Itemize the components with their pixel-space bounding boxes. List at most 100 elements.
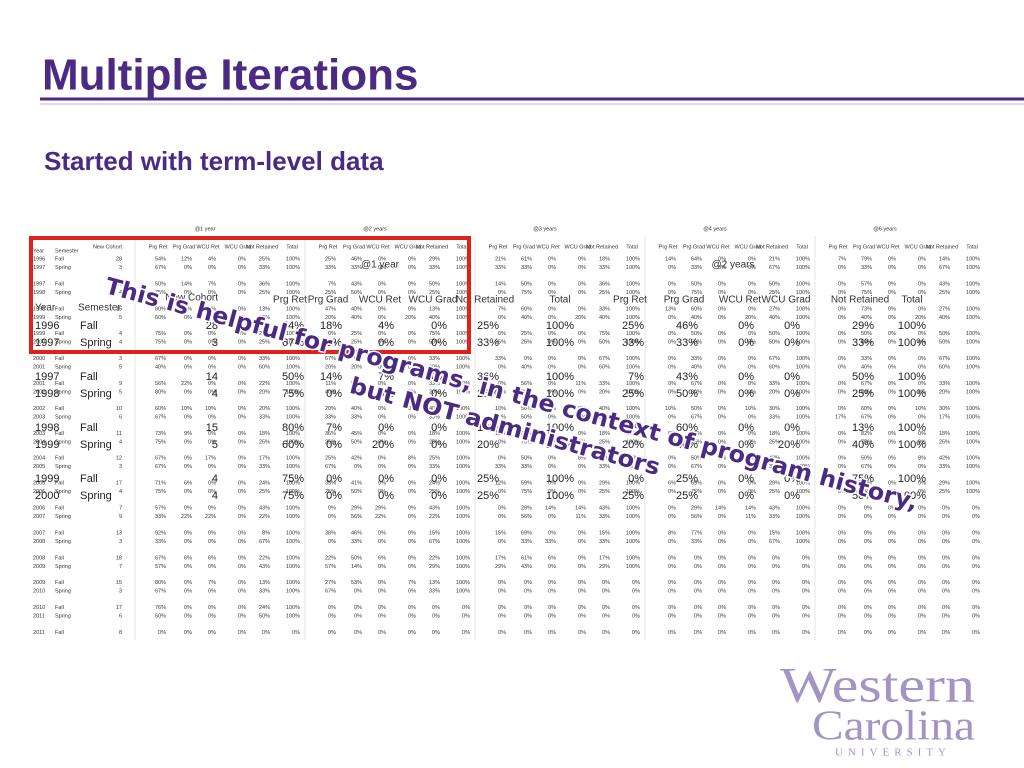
cell: 27% bbox=[939, 306, 950, 312]
cell: 100% bbox=[796, 464, 810, 470]
cell: 20% bbox=[599, 389, 610, 395]
cell: 67% bbox=[429, 539, 440, 545]
cell: 0% bbox=[668, 456, 676, 462]
cell: 18% bbox=[939, 431, 950, 437]
cell: 33% bbox=[351, 265, 362, 271]
cell: 33% bbox=[429, 464, 440, 470]
column-label: WCU Grad bbox=[565, 244, 592, 250]
cell: 0% bbox=[838, 489, 846, 495]
cell: 100% bbox=[286, 564, 300, 570]
cell: 0% bbox=[748, 614, 756, 620]
cell: 100% bbox=[286, 365, 300, 371]
cell: 1996 bbox=[33, 256, 45, 262]
cell: 0% bbox=[238, 514, 246, 520]
cell: 67% bbox=[259, 539, 270, 545]
cell: 0% bbox=[784, 320, 800, 332]
cell: 80% bbox=[155, 580, 166, 586]
cell: 100% bbox=[286, 530, 300, 536]
cell: 0% bbox=[498, 514, 506, 520]
cell: 75% bbox=[155, 290, 166, 296]
cell: 5 bbox=[119, 365, 122, 371]
cell: 60% bbox=[429, 365, 440, 371]
cell: 0% bbox=[378, 356, 386, 362]
cell: 100% bbox=[966, 414, 980, 420]
cell: 33% bbox=[599, 514, 610, 520]
cell: 25% bbox=[769, 489, 780, 495]
cell: 0% bbox=[208, 481, 216, 487]
cell: 0% bbox=[772, 614, 780, 620]
cell: 17% bbox=[495, 555, 506, 561]
cell: 0% bbox=[718, 365, 726, 371]
cell: Fall bbox=[55, 555, 64, 561]
cell: 15 bbox=[206, 422, 218, 434]
cell: 0% bbox=[326, 439, 342, 451]
cell: 0% bbox=[838, 431, 846, 437]
column-label: WCU Grad bbox=[762, 295, 811, 306]
cell: 15 bbox=[116, 306, 122, 312]
cell: 0% bbox=[888, 315, 896, 321]
cell: 60% bbox=[691, 306, 702, 312]
cell: 0% bbox=[918, 439, 926, 445]
cell: 6% bbox=[184, 481, 192, 487]
cell: 0% bbox=[718, 489, 726, 495]
cell: 36% bbox=[325, 431, 336, 437]
cell: 0% bbox=[326, 337, 342, 349]
cell: 56% bbox=[351, 381, 362, 387]
cell: 43% bbox=[259, 505, 270, 511]
cell: 25% bbox=[599, 489, 610, 495]
cell: 100% bbox=[966, 406, 980, 412]
cell: 0% bbox=[694, 580, 702, 586]
cell: 42% bbox=[769, 456, 780, 462]
cell: 33% bbox=[351, 539, 362, 545]
cell: 100% bbox=[286, 340, 300, 346]
cell: 47% bbox=[325, 306, 336, 312]
cell: 0% bbox=[408, 281, 416, 287]
cell: 100% bbox=[796, 381, 810, 387]
column-label: WCU Ret bbox=[366, 244, 390, 250]
cell: 33% bbox=[622, 337, 644, 349]
cell: 0% bbox=[208, 340, 216, 346]
cell: 7% bbox=[628, 422, 644, 434]
cell: 100% bbox=[456, 589, 470, 595]
cell: 0% bbox=[888, 356, 896, 362]
cell: 0% bbox=[578, 539, 586, 545]
cell: 29% bbox=[599, 481, 610, 487]
cell: 3 bbox=[212, 337, 218, 349]
cell: 0% bbox=[524, 356, 532, 362]
cell: 3 bbox=[119, 539, 122, 545]
cell: 0% bbox=[548, 630, 556, 636]
cell: 33% bbox=[769, 514, 780, 520]
cell: 100% bbox=[966, 439, 980, 445]
cell: 0% bbox=[918, 306, 926, 312]
cell: 50% bbox=[351, 555, 362, 561]
cell: 0% bbox=[602, 630, 610, 636]
cell: 0% bbox=[408, 414, 416, 420]
cell: 25% bbox=[477, 388, 499, 400]
cell: 0% bbox=[668, 340, 676, 346]
cell: 100% bbox=[456, 256, 470, 262]
cell: 67% bbox=[691, 464, 702, 470]
column-label: Not Retained bbox=[586, 244, 618, 250]
cell: 0% bbox=[431, 320, 447, 332]
cell: 0% bbox=[718, 281, 726, 287]
cell: 25% bbox=[852, 388, 874, 400]
cell: 0% bbox=[838, 439, 846, 445]
cell: 56% bbox=[351, 514, 362, 520]
cell: 50% bbox=[676, 388, 698, 400]
column-label: WCU Grad bbox=[225, 244, 252, 250]
cell: 0% bbox=[462, 614, 470, 620]
cell: 0% bbox=[378, 256, 386, 262]
cell: 4 bbox=[119, 489, 122, 495]
cell: 36% bbox=[259, 281, 270, 287]
cell: 20% bbox=[477, 439, 499, 451]
cell: 1997 bbox=[35, 371, 59, 383]
cell: 0% bbox=[694, 555, 702, 561]
cell: 0% bbox=[718, 564, 726, 570]
cell: 0% bbox=[548, 481, 556, 487]
cell: 14% bbox=[181, 281, 192, 287]
cell: 100% bbox=[286, 389, 300, 395]
cell: 25% bbox=[351, 331, 362, 337]
cell: 0% bbox=[918, 489, 926, 495]
cell: 50% bbox=[282, 371, 304, 383]
cell: 100% bbox=[456, 580, 470, 586]
